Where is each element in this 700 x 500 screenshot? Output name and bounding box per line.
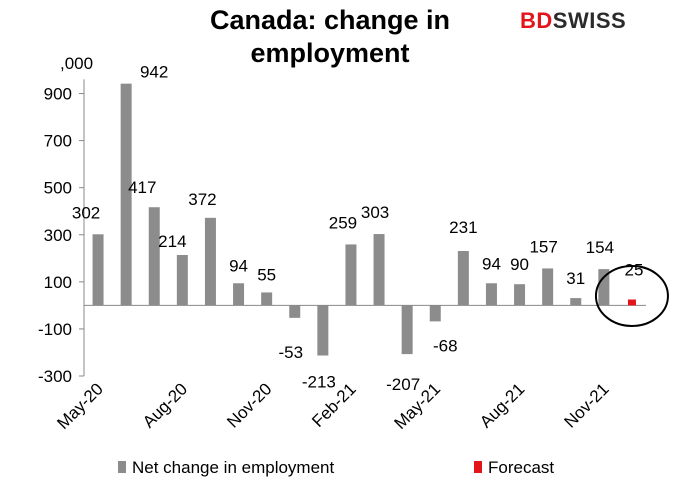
forecast-highlight-circle (594, 264, 669, 327)
y-tick-label: -300 (38, 367, 72, 386)
forecast-bar (627, 299, 636, 306)
brand-logo-part2: SWISS (552, 8, 627, 33)
y-tick-label: 700 (44, 132, 72, 151)
bar (120, 83, 132, 306)
bar (485, 283, 497, 306)
brand-logo-part1: BD (520, 8, 553, 33)
data-label: 303 (361, 203, 389, 222)
data-label: -207 (386, 375, 420, 394)
bar (457, 251, 469, 306)
data-label: 154 (586, 238, 614, 257)
x-tick-label: Nov-20 (223, 379, 275, 431)
x-tick-label: Nov-21 (560, 379, 612, 431)
annotations (594, 264, 669, 327)
bar (317, 305, 329, 356)
data-label: -68 (433, 336, 458, 355)
legend-swatch (474, 461, 482, 473)
data-label: 90 (510, 255, 529, 274)
bar (345, 244, 357, 306)
y-axis: -300 -100 100 300 500 700 900 (38, 79, 85, 386)
bar (598, 269, 610, 306)
data-label: 25 (624, 261, 643, 280)
x-tick-label: Aug-21 (476, 379, 528, 431)
legend-label: Net change in employment (132, 458, 335, 477)
bar (401, 305, 413, 355)
data-label: 214 (158, 232, 186, 251)
data-label: 31 (566, 269, 585, 288)
bar (261, 292, 273, 306)
brand-logo: BDSWISS (520, 8, 626, 34)
bar (570, 298, 582, 306)
x-axis: May-20 Aug-20 Nov-20 Feb-21 May-21 Aug-21 Nov-… (53, 304, 646, 433)
x-tick-label: Aug-20 (139, 379, 191, 431)
data-label: 94 (229, 256, 248, 275)
x-tick-label: May-20 (53, 379, 107, 433)
data-label: 372 (188, 190, 216, 209)
y-tick-label: 900 (44, 85, 72, 104)
bar (92, 234, 104, 306)
data-label: 259 (329, 213, 357, 232)
legend: Net change in employment Forecast (118, 458, 554, 477)
bar (429, 305, 441, 322)
y-tick-label: 500 (44, 179, 72, 198)
chart-title: Canada: change in employment (209, 5, 451, 68)
bar (176, 255, 188, 306)
data-label: -213 (302, 373, 336, 392)
bars (92, 83, 636, 356)
bar (148, 207, 160, 306)
legend-label: Forecast (488, 458, 554, 477)
data-label: 157 (529, 237, 557, 256)
data-label: -53 (278, 343, 303, 362)
bar (373, 234, 385, 306)
y-tick-label: -100 (38, 320, 72, 339)
data-label: 94 (482, 254, 501, 273)
bar (514, 284, 526, 306)
bar (233, 283, 245, 306)
y-tick-label: 300 (44, 226, 72, 245)
data-label: 417 (128, 178, 156, 197)
bar (289, 305, 301, 318)
data-label: 231 (449, 218, 477, 237)
bar (542, 268, 554, 306)
y-tick-label: 100 (44, 273, 72, 292)
data-label: 302 (72, 203, 100, 222)
bar (204, 217, 216, 306)
unit-label: ,000 (60, 54, 94, 73)
legend-swatch (118, 461, 126, 473)
data-label: 942 (140, 63, 168, 82)
data-label: 55 (257, 265, 276, 284)
